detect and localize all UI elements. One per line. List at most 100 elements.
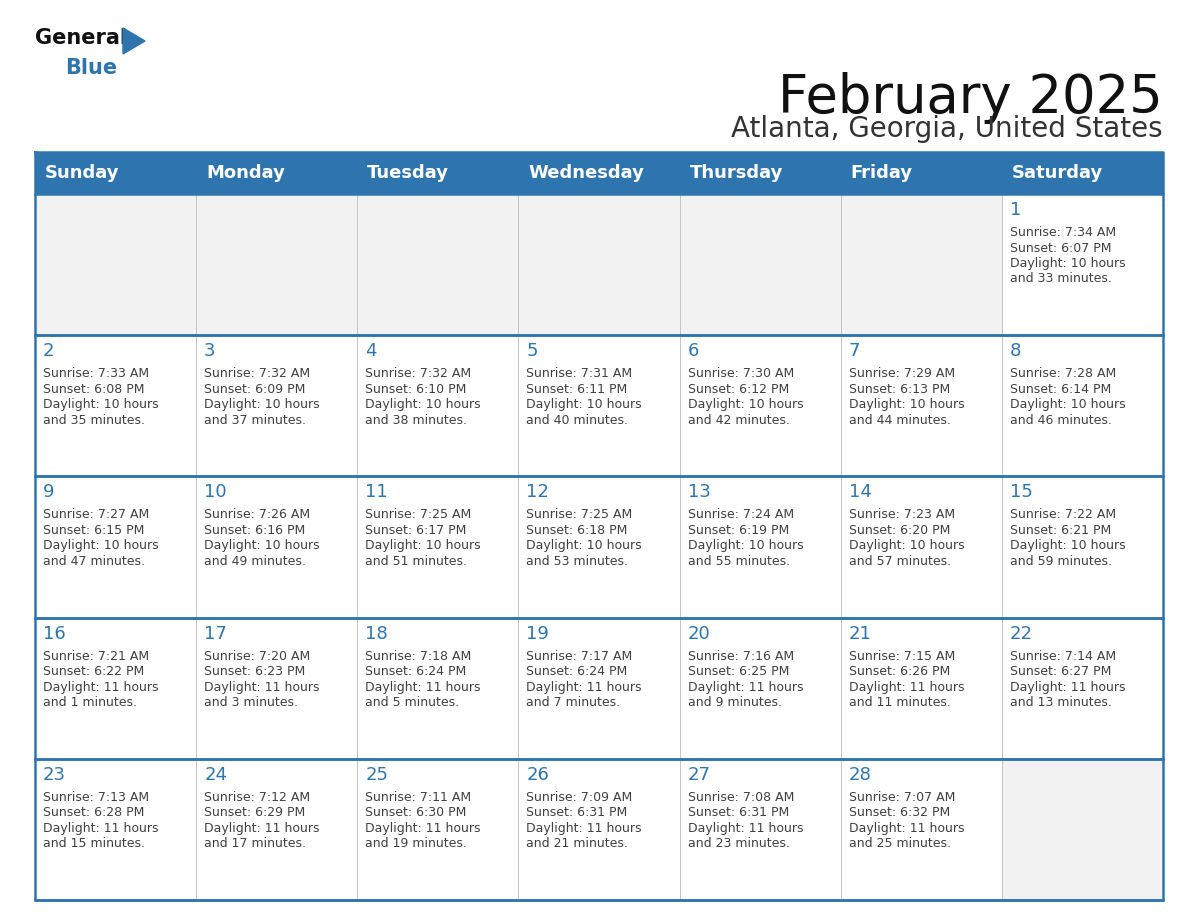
Text: Sunset: 6:15 PM: Sunset: 6:15 PM [43, 524, 145, 537]
Text: 5: 5 [526, 342, 538, 360]
Bar [34, 618, 196, 759]
Text: Daylight: 11 hours: Daylight: 11 hours [43, 680, 158, 694]
Text: Sunset: 6:29 PM: Sunset: 6:29 PM [204, 806, 305, 819]
Text: Sunrise: 7:34 AM: Sunrise: 7:34 AM [1010, 226, 1116, 239]
Text: Daylight: 11 hours: Daylight: 11 hours [43, 822, 158, 834]
Text: Daylight: 10 hours: Daylight: 10 hours [204, 398, 320, 411]
Text: 6: 6 [688, 342, 699, 360]
Text: and 59 minutes.: and 59 minutes. [1010, 554, 1112, 568]
Text: Sunset: 6:28 PM: Sunset: 6:28 PM [43, 806, 145, 819]
Text: Daylight: 10 hours: Daylight: 10 hours [1010, 398, 1125, 411]
Bar [841, 152, 1001, 194]
Bar [841, 335, 1001, 476]
Text: Saturday: Saturday [1012, 164, 1104, 182]
Text: Daylight: 11 hours: Daylight: 11 hours [848, 680, 965, 694]
Text: Sunset: 6:07 PM: Sunset: 6:07 PM [1010, 241, 1111, 254]
Text: and 57 minutes.: and 57 minutes. [848, 554, 950, 568]
Text: Sunset: 6:14 PM: Sunset: 6:14 PM [1010, 383, 1111, 396]
Text: Daylight: 11 hours: Daylight: 11 hours [688, 680, 803, 694]
Text: and 25 minutes.: and 25 minutes. [848, 837, 950, 850]
Text: Thursday: Thursday [689, 164, 783, 182]
Text: 24: 24 [204, 766, 227, 784]
Bar [680, 476, 841, 618]
Text: Sunrise: 7:32 AM: Sunrise: 7:32 AM [365, 367, 472, 380]
Bar [518, 759, 680, 900]
Text: Daylight: 10 hours: Daylight: 10 hours [526, 398, 642, 411]
Bar [34, 476, 196, 618]
Bar [841, 759, 1001, 900]
Text: and 51 minutes.: and 51 minutes. [365, 554, 467, 568]
Text: Sunset: 6:08 PM: Sunset: 6:08 PM [43, 383, 145, 396]
Text: Daylight: 11 hours: Daylight: 11 hours [204, 822, 320, 834]
Text: 10: 10 [204, 484, 227, 501]
Text: and 53 minutes.: and 53 minutes. [526, 554, 628, 568]
Text: Sunset: 6:31 PM: Sunset: 6:31 PM [688, 806, 789, 819]
Bar [196, 618, 358, 759]
Text: 16: 16 [43, 624, 65, 643]
Bar [358, 759, 518, 900]
Text: and 7 minutes.: and 7 minutes. [526, 696, 620, 709]
Bar [680, 618, 841, 759]
Bar [34, 759, 196, 900]
Bar [518, 194, 680, 335]
Bar [1001, 618, 1163, 759]
Text: Sunrise: 7:27 AM: Sunrise: 7:27 AM [43, 509, 150, 521]
Bar [1001, 335, 1163, 476]
Text: and 3 minutes.: and 3 minutes. [204, 696, 298, 709]
Text: Sunrise: 7:25 AM: Sunrise: 7:25 AM [365, 509, 472, 521]
Text: Sunrise: 7:33 AM: Sunrise: 7:33 AM [43, 367, 150, 380]
Text: Friday: Friday [851, 164, 912, 182]
Bar [358, 194, 518, 335]
Bar [1001, 759, 1163, 900]
Text: 28: 28 [848, 766, 872, 784]
Text: 27: 27 [688, 766, 710, 784]
Bar [841, 618, 1001, 759]
Text: and 44 minutes.: and 44 minutes. [848, 414, 950, 427]
Bar [196, 335, 358, 476]
Text: Sunset: 6:17 PM: Sunset: 6:17 PM [365, 524, 467, 537]
Text: Daylight: 10 hours: Daylight: 10 hours [365, 540, 481, 553]
Text: Sunrise: 7:23 AM: Sunrise: 7:23 AM [848, 509, 955, 521]
Text: and 46 minutes.: and 46 minutes. [1010, 414, 1112, 427]
Text: Sunrise: 7:17 AM: Sunrise: 7:17 AM [526, 650, 633, 663]
Text: Monday: Monday [207, 164, 285, 182]
Text: 20: 20 [688, 624, 710, 643]
Text: Blue: Blue [65, 58, 118, 78]
Bar [358, 476, 518, 618]
Text: and 33 minutes.: and 33 minutes. [1010, 273, 1112, 285]
Text: February 2025: February 2025 [778, 72, 1163, 124]
Text: and 17 minutes.: and 17 minutes. [204, 837, 307, 850]
Bar [680, 335, 841, 476]
Text: Sunrise: 7:09 AM: Sunrise: 7:09 AM [526, 790, 633, 804]
Text: Tuesday: Tuesday [367, 164, 449, 182]
Text: 25: 25 [365, 766, 388, 784]
Text: Sunrise: 7:32 AM: Sunrise: 7:32 AM [204, 367, 310, 380]
Text: Sunrise: 7:12 AM: Sunrise: 7:12 AM [204, 790, 310, 804]
Bar [358, 152, 518, 194]
Text: Sunrise: 7:25 AM: Sunrise: 7:25 AM [526, 509, 633, 521]
Bar [518, 476, 680, 618]
Text: Daylight: 11 hours: Daylight: 11 hours [848, 822, 965, 834]
Text: 11: 11 [365, 484, 388, 501]
Text: Daylight: 11 hours: Daylight: 11 hours [365, 822, 481, 834]
Text: 4: 4 [365, 342, 377, 360]
Text: General: General [34, 28, 127, 48]
Text: and 19 minutes.: and 19 minutes. [365, 837, 467, 850]
Text: Sunset: 6:18 PM: Sunset: 6:18 PM [526, 524, 627, 537]
Text: Sunset: 6:11 PM: Sunset: 6:11 PM [526, 383, 627, 396]
Text: Daylight: 10 hours: Daylight: 10 hours [848, 398, 965, 411]
Text: Sunset: 6:27 PM: Sunset: 6:27 PM [1010, 666, 1111, 678]
Text: Daylight: 10 hours: Daylight: 10 hours [688, 540, 803, 553]
Text: 2: 2 [43, 342, 55, 360]
Text: Daylight: 10 hours: Daylight: 10 hours [848, 540, 965, 553]
Text: 26: 26 [526, 766, 549, 784]
Text: Sunset: 6:22 PM: Sunset: 6:22 PM [43, 666, 144, 678]
Text: Atlanta, Georgia, United States: Atlanta, Georgia, United States [732, 115, 1163, 143]
Polygon shape [124, 28, 145, 54]
Text: Daylight: 10 hours: Daylight: 10 hours [526, 540, 642, 553]
Text: Sunrise: 7:29 AM: Sunrise: 7:29 AM [848, 367, 955, 380]
Text: Sunset: 6:19 PM: Sunset: 6:19 PM [688, 524, 789, 537]
Bar [680, 152, 841, 194]
Text: Sunrise: 7:18 AM: Sunrise: 7:18 AM [365, 650, 472, 663]
Text: Sunrise: 7:14 AM: Sunrise: 7:14 AM [1010, 650, 1116, 663]
